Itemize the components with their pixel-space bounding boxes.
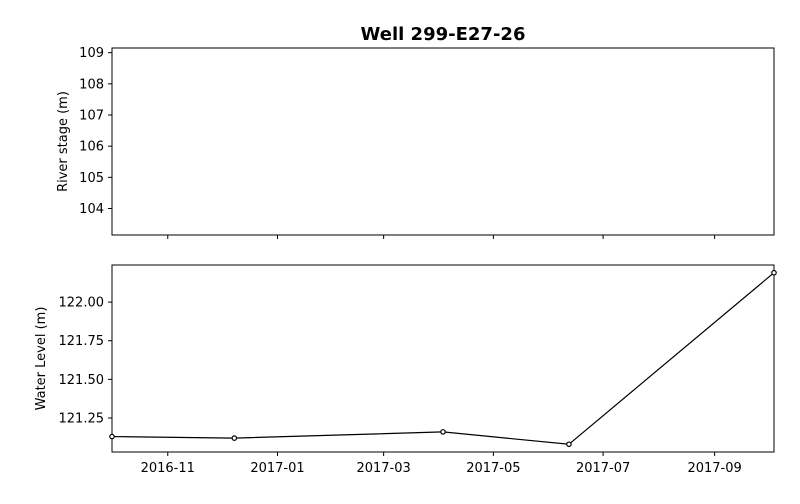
water-level-x-tick-label: 2017-03	[356, 461, 410, 476]
water-level-y-label: Water Level (m)	[34, 307, 49, 411]
water-level-line	[111, 272, 775, 445]
water-level-plot-area	[111, 264, 775, 453]
water-level-x-tick-label: 2016-11	[141, 461, 195, 476]
river-stage-y-tick-label: 109	[79, 46, 104, 61]
water-level-y-tick-label: 122.00	[59, 296, 105, 311]
water-level-x-tick-label: 2017-01	[250, 461, 304, 476]
water-level-point	[771, 269, 777, 276]
river-stage-y-label: River stage (m)	[56, 91, 71, 192]
river-stage-plot-area	[111, 47, 775, 236]
water-level-point	[231, 435, 238, 441]
water-level-y-tick-label: 121.75	[59, 334, 105, 349]
chart-title: Well 299-E27-26	[361, 24, 526, 45]
river-stage-y-tick-label: 104	[79, 202, 104, 217]
river-stage-y-tick-label: 105	[79, 171, 104, 186]
water-level-x-tick-label: 2017-09	[687, 461, 741, 476]
river-stage-y-tick-label: 107	[79, 109, 104, 124]
water-level-point	[109, 433, 115, 440]
river-stage-y-tick-label: 106	[79, 140, 104, 155]
water-level-x-tick-label: 2017-05	[466, 461, 520, 476]
water-level-point	[566, 441, 572, 448]
water-level-y-tick-label: 121.50	[59, 373, 105, 388]
water-level-x-tick-label: 2017-07	[576, 461, 630, 476]
water-level-point	[440, 429, 446, 435]
river-stage-y-tick-label: 108	[79, 77, 104, 92]
water-level-panel: Water Level (m) 2016-11 2017-01 2017-03 201…	[34, 264, 777, 476]
river-stage-panel: River stage (m) 104 105 106 107 108 109	[56, 46, 775, 239]
water-level-y-tick-label: 121.25	[59, 412, 105, 427]
